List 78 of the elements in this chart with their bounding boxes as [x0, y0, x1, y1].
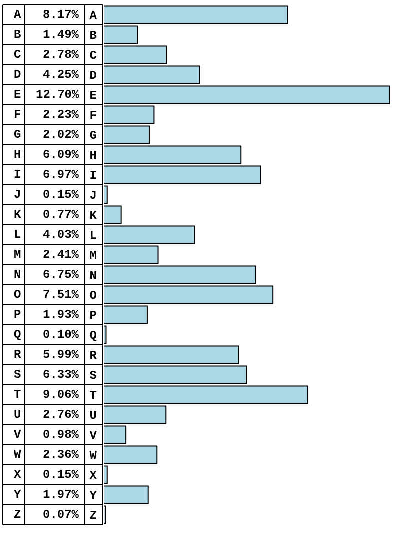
y-tick-label: Q	[90, 329, 97, 344]
data-label: 2.78%	[43, 48, 80, 62]
y-tick-label: D	[90, 69, 97, 84]
category-label: V	[14, 428, 22, 442]
y-tick-label: K	[90, 209, 98, 224]
category-label: T	[14, 388, 22, 402]
data-label: 0.77%	[43, 208, 80, 222]
category-label: Z	[14, 508, 22, 522]
category-label: F	[14, 108, 22, 122]
data-label: 6.97%	[43, 168, 80, 182]
data-label: 2.36%	[43, 448, 80, 462]
category-label: D	[14, 68, 22, 82]
data-label: 6.33%	[43, 368, 80, 382]
y-tick-label: Y	[90, 489, 98, 504]
data-label: 2.23%	[43, 108, 80, 122]
y-tick-label: H	[90, 149, 97, 164]
y-tick-label: Z	[90, 509, 97, 524]
y-tick-label: N	[90, 269, 97, 284]
y-tick-label: A	[90, 9, 98, 24]
category-label: I	[14, 168, 22, 182]
data-label: 0.07%	[43, 508, 80, 522]
y-tick-label: S	[90, 369, 97, 384]
y-tick-label: T	[90, 389, 97, 404]
category-label: W	[14, 448, 22, 462]
y-tick-label: J	[90, 189, 97, 204]
y-tick-label: G	[90, 129, 97, 144]
category-label: G	[14, 128, 22, 142]
data-label: 2.41%	[43, 248, 80, 262]
y-tick-label: L	[90, 229, 97, 244]
data-label: 1.93%	[43, 308, 80, 322]
data-label: 0.10%	[43, 328, 80, 342]
category-label: U	[14, 408, 22, 422]
category-label: K	[14, 208, 22, 222]
y-tick-label: B	[90, 29, 97, 44]
y-tick-label: R	[90, 349, 98, 364]
category-label: P	[14, 308, 22, 322]
data-label: 0.15%	[43, 468, 80, 482]
y-tick-label: W	[90, 449, 98, 464]
category-label: C	[14, 48, 22, 62]
category-label: X	[14, 468, 22, 482]
data-label: 1.97%	[43, 488, 80, 502]
data-label: 8.17%	[43, 8, 80, 22]
data-label: 1.49%	[43, 28, 80, 42]
y-tick-label: I	[90, 169, 97, 184]
y-tick-label: F	[90, 109, 97, 124]
category-label: E	[14, 88, 22, 102]
data-label: 12.70%	[36, 88, 80, 102]
category-label: L	[14, 228, 22, 242]
category-label: A	[14, 8, 22, 22]
data-label: 6.75%	[43, 268, 80, 282]
category-label: Q	[14, 328, 22, 342]
category-label: O	[14, 288, 22, 302]
category-label: Y	[14, 488, 22, 502]
data-label: 5.99%	[43, 348, 80, 362]
y-tick-label: X	[90, 469, 98, 484]
data-label: 2.02%	[43, 128, 80, 142]
category-label: N	[14, 268, 22, 282]
category-label: M	[14, 248, 22, 262]
category-label: R	[14, 348, 22, 362]
category-label: J	[14, 188, 22, 202]
y-tick-label: P	[90, 309, 97, 324]
data-label: 0.15%	[43, 188, 80, 202]
category-label: B	[14, 28, 22, 42]
data-label: 4.25%	[43, 68, 80, 82]
data-label: 4.03%	[43, 228, 80, 242]
data-label: 6.09%	[43, 148, 80, 162]
y-tick-label: M	[90, 249, 97, 264]
data-label: 2.76%	[43, 408, 80, 422]
y-tick-label: C	[90, 49, 97, 64]
data-label: 9.06%	[43, 388, 80, 402]
data-label: 7.51%	[43, 288, 80, 302]
y-tick-label: U	[90, 409, 97, 424]
category-label: S	[14, 368, 22, 382]
y-tick-label: O	[90, 289, 97, 304]
y-tick-label: E	[90, 89, 97, 104]
data-label: 0.98%	[43, 428, 80, 442]
category-label: H	[14, 148, 22, 162]
y-tick-label: V	[90, 429, 98, 444]
